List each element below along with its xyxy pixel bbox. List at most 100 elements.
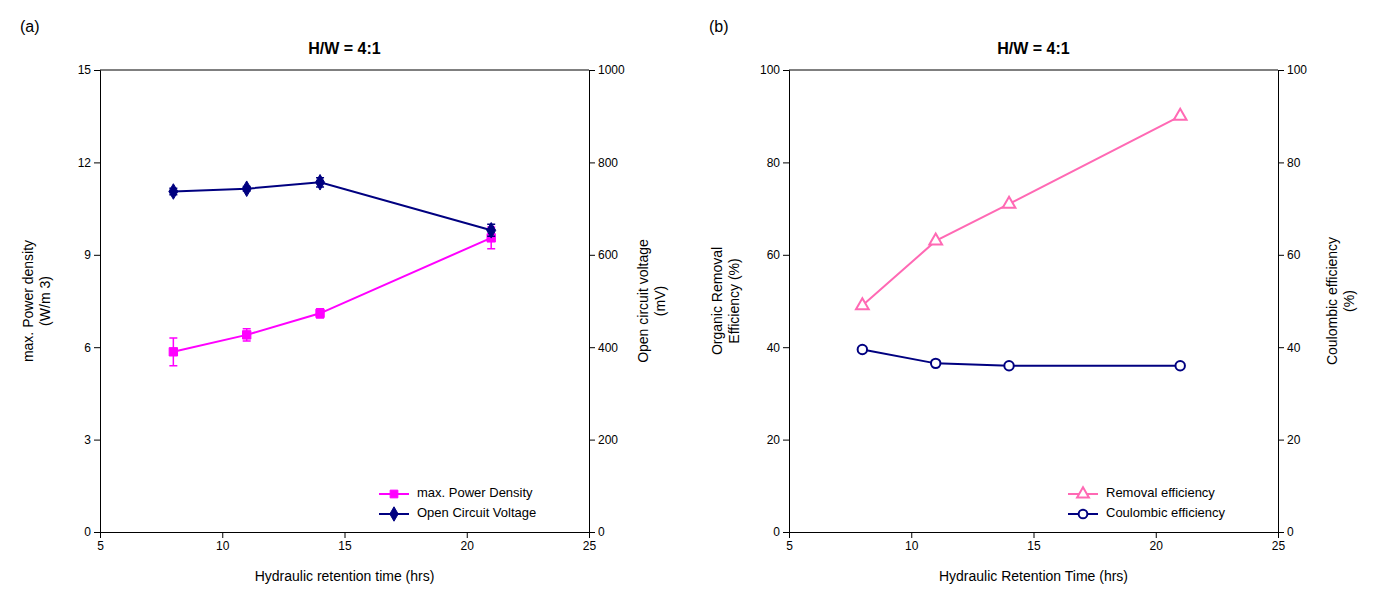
tick: 20	[461, 532, 475, 553]
tick-label: 20	[461, 539, 475, 553]
tick: 60	[767, 248, 789, 262]
tick-label: 10	[216, 539, 230, 553]
tick: 3	[84, 433, 100, 447]
series	[169, 227, 495, 366]
legend-item: Removal efficiency	[1068, 485, 1215, 500]
frame	[100, 70, 589, 71]
tick-mark	[467, 532, 468, 538]
tick: 100	[1278, 63, 1307, 77]
tick: 25	[1272, 532, 1286, 553]
tick-mark	[589, 347, 595, 348]
tick-label: 5	[97, 539, 104, 553]
tick: 25	[583, 532, 597, 553]
tick: 0	[589, 525, 605, 539]
tick-label: 6	[84, 341, 91, 355]
tick-mark	[222, 532, 223, 538]
error-bar	[169, 338, 177, 366]
tick-label: 0	[84, 525, 91, 539]
x-axis-title: Hydraulic retention time (hrs)	[255, 568, 435, 584]
series	[169, 174, 496, 238]
marker	[931, 359, 940, 368]
marker	[1004, 361, 1013, 370]
tick-mark	[94, 162, 100, 163]
axis-line	[101, 533, 590, 539]
tick-mark	[94, 532, 100, 533]
annotation: (b)	[709, 18, 729, 35]
frame	[789, 70, 1278, 71]
tick: 600	[589, 248, 618, 262]
tick-label: 20	[1287, 433, 1301, 447]
tick-label: 9	[84, 248, 91, 262]
tick: 40	[1278, 341, 1301, 355]
legend-symbol	[1079, 510, 1088, 519]
tick-label: 100	[1287, 63, 1307, 77]
y-axis-title: max. Power density(W/m 3)	[20, 240, 53, 362]
tick-mark	[1156, 532, 1157, 538]
axis-line	[790, 533, 1279, 539]
y-axis-title: Organic RemovalEfficiency (%)	[709, 247, 742, 355]
tick-label: 0	[1287, 525, 1294, 539]
tick: 10	[216, 532, 230, 553]
x-axis: 5 10 15 20 25	[97, 532, 596, 553]
axis-line	[783, 71, 790, 533]
marker	[316, 174, 325, 190]
axis-line	[94, 71, 101, 533]
line	[173, 238, 491, 352]
tick: 40	[767, 341, 789, 355]
tick-label: 40	[767, 341, 781, 355]
y2-axis: 02004006008001000	[589, 63, 625, 539]
series	[858, 345, 1185, 371]
title: H/W = 4:1	[308, 40, 381, 57]
tick-mark	[783, 532, 789, 533]
marker	[1003, 197, 1016, 208]
marker	[169, 184, 178, 200]
tick-label: 80	[1287, 156, 1301, 170]
legend-symbol	[390, 507, 398, 521]
tick: 0	[84, 525, 100, 539]
tick: 200	[589, 433, 618, 447]
legend-item: Coulombic efficiency	[1068, 505, 1225, 520]
legend: Removal efficiency Coulombic efficiency	[1068, 485, 1225, 520]
tick-mark	[589, 532, 595, 533]
tick-label: 10	[905, 539, 919, 553]
tick: 15	[1027, 532, 1041, 553]
tick-mark	[94, 347, 100, 348]
axis-line	[1279, 71, 1285, 533]
tick-mark	[1034, 532, 1035, 538]
tick-label: 3	[84, 433, 91, 447]
tick-label: 60	[767, 248, 781, 262]
marker	[1174, 109, 1187, 120]
panel: 510152025020406080100020406080100H/W = 4…	[709, 18, 1357, 584]
marker	[856, 298, 869, 309]
tick: 60	[1278, 248, 1301, 262]
error-bar	[316, 309, 324, 318]
tick-mark	[783, 440, 789, 441]
tick-label: 40	[1287, 341, 1301, 355]
marker	[487, 223, 496, 239]
tick-mark	[589, 162, 595, 163]
tick-mark	[94, 440, 100, 441]
title: H/W = 4:1	[997, 40, 1070, 57]
y-axis: 020406080100	[760, 63, 790, 539]
tick: 1000	[589, 63, 625, 77]
tick-label: 15	[338, 539, 352, 553]
tick: 100	[760, 63, 789, 77]
tick-label: 25	[583, 539, 597, 553]
tick-mark	[783, 162, 789, 163]
marker	[316, 309, 324, 317]
tick-mark	[1278, 347, 1284, 348]
tick: 20	[1150, 532, 1164, 553]
tick-label: 600	[598, 248, 618, 262]
annotation: (a)	[20, 18, 40, 35]
marker	[242, 181, 251, 197]
tick-label: 15	[1027, 539, 1041, 553]
tick: 20	[1278, 433, 1301, 447]
marker	[243, 331, 251, 339]
legend-symbol	[390, 490, 398, 498]
tick: 800	[589, 156, 618, 170]
tick: 0	[773, 525, 789, 539]
tick-label: 25	[1272, 539, 1286, 553]
tick: 20	[767, 433, 789, 447]
y2-axis-title: Coulombic efficiency(%)	[1324, 237, 1357, 365]
tick-label: 20	[767, 433, 781, 447]
